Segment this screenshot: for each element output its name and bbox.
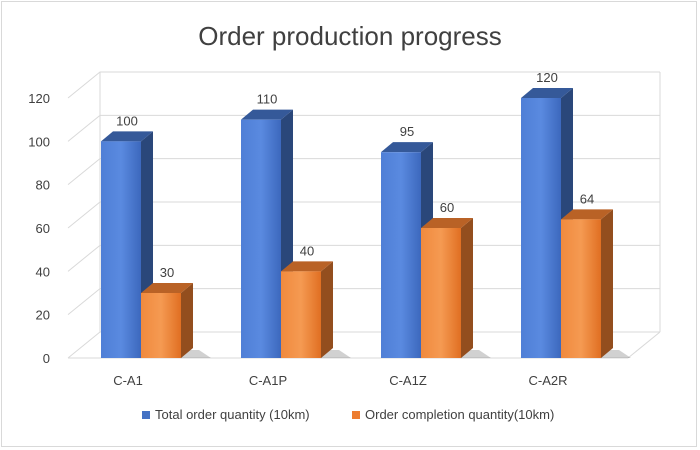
bar-top bbox=[381, 142, 433, 153]
x-tick-label: C-A2R bbox=[528, 373, 567, 388]
y-tick-label: 80 bbox=[36, 178, 50, 193]
legend-swatch bbox=[142, 411, 150, 419]
data-label: 110 bbox=[257, 92, 278, 107]
bar-side bbox=[181, 283, 193, 358]
bar-top bbox=[561, 209, 613, 220]
bar-total-order bbox=[101, 141, 141, 358]
bar-total-order bbox=[521, 98, 561, 358]
data-label: 30 bbox=[160, 265, 174, 280]
chart-title: Order production progress bbox=[198, 21, 501, 51]
y-axis: 0 20 40 60 80 100 120 bbox=[28, 91, 50, 366]
floor-edge bbox=[627, 331, 661, 359]
legend-swatch bbox=[352, 411, 360, 419]
bar-total-order bbox=[381, 152, 421, 358]
legend-item: Total order quantity (10km) bbox=[142, 407, 310, 422]
bar-order-completion bbox=[141, 293, 181, 358]
y-tick-label: 100 bbox=[28, 134, 50, 149]
data-label: 40 bbox=[300, 243, 314, 258]
data-label: 95 bbox=[400, 124, 414, 139]
bar-top bbox=[281, 261, 333, 272]
bar-order-completion bbox=[561, 219, 601, 358]
y-tick-label: 120 bbox=[28, 91, 50, 106]
legend-item: Order completion quantity(10km) bbox=[352, 407, 554, 422]
x-tick-label: C-A1Z bbox=[389, 373, 427, 388]
bar-top bbox=[241, 109, 293, 120]
bar-top bbox=[521, 88, 573, 98]
bar-top bbox=[101, 131, 153, 142]
y-tick-label: 20 bbox=[36, 308, 50, 323]
bar-side bbox=[461, 218, 473, 358]
bar-total-order bbox=[241, 119, 281, 359]
data-label: 60 bbox=[440, 200, 454, 215]
data-label: 64 bbox=[580, 191, 594, 206]
data-labels: 100 30 110 40 95 60 120 64 bbox=[116, 70, 594, 280]
bar-order-completion bbox=[421, 228, 461, 358]
legend: Total order quantity (10km) Order complet… bbox=[142, 407, 554, 422]
y-tick-label: 0 bbox=[43, 351, 50, 366]
x-tick-label: C-A1P bbox=[249, 373, 287, 388]
bars bbox=[101, 88, 631, 359]
data-label: 120 bbox=[536, 70, 558, 85]
x-tick-label: C-A1 bbox=[113, 373, 143, 388]
data-label: 100 bbox=[116, 113, 138, 128]
y-tick-label: 60 bbox=[36, 221, 50, 236]
y-tick-label: 40 bbox=[36, 264, 50, 279]
bar-order-completion bbox=[281, 271, 321, 358]
x-axis: C-A1 C-A1P C-A1Z C-A2R bbox=[113, 373, 567, 388]
bar-top bbox=[141, 283, 193, 293]
bar-side bbox=[321, 261, 333, 358]
legend-label: Order completion quantity(10km) bbox=[365, 407, 554, 422]
bar-top bbox=[421, 218, 473, 228]
bar-side bbox=[601, 209, 613, 358]
legend-label: Total order quantity (10km) bbox=[155, 407, 310, 422]
